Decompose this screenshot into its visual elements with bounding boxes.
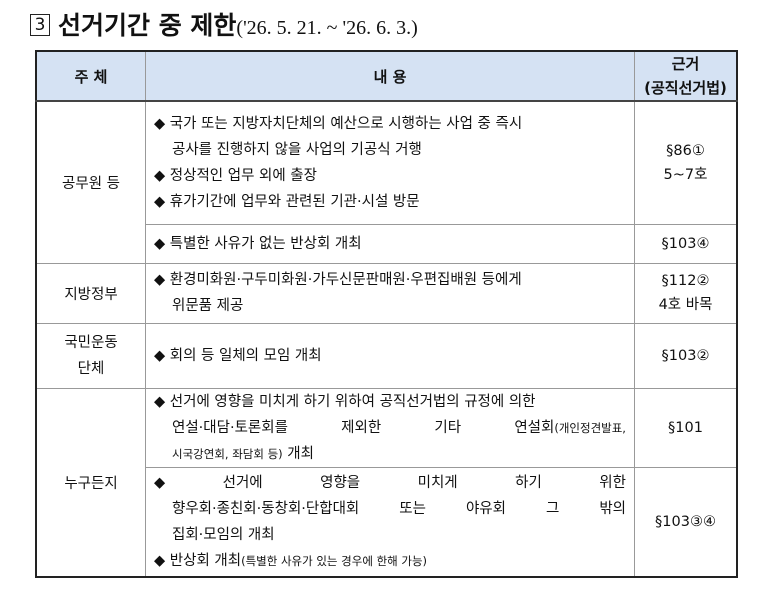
header-basis-line2: (공직선거법) xyxy=(644,79,727,97)
list-item: 집회·모임의 개최 xyxy=(172,526,275,543)
word: 연설회 xyxy=(514,419,555,436)
list-item: ◆ 국가 또는 지방자치단체의 예산으로 시행하는 사업 중 즉시 xyxy=(154,115,523,132)
basis-cell: §103③④ xyxy=(634,466,738,578)
content-cell: ◆ 선거에 영향을 미치게 하기 위하여 공직선거법의 규정에 의한 연설·대담… xyxy=(145,387,635,468)
word: 영향을 xyxy=(320,474,361,491)
basis-line: 5~7호 xyxy=(663,166,708,183)
basis-line: §86① xyxy=(666,142,705,159)
list-item: 시국강연회, 좌담회 등) 개최 xyxy=(154,441,626,467)
word: 개최 xyxy=(282,445,314,462)
section-number: 3 xyxy=(30,14,50,36)
basis-cell: §103② xyxy=(634,322,738,389)
word: 밖의 xyxy=(599,500,626,517)
list-item: 연설·대담·토론회를 제외한 기타 연설회(개인정견발표, xyxy=(154,415,626,441)
list-item: 향우회·종친회·동창회·단합대회 또는 야유회 그 밖의 xyxy=(154,496,626,522)
header-subject: 주 체 xyxy=(35,50,146,102)
word: 향우회·종친회·동창회·단합대회 xyxy=(172,500,360,517)
basis-cell: §101 xyxy=(634,387,738,468)
note: (특별한 사유가 있는 경우에 한해 가능) xyxy=(241,553,428,568)
content-cell: ◆ 환경미화원·구두미화원·가두신문판매원·우편집배원 등에게 위문품 제공 xyxy=(145,262,635,324)
list-item: ◆ 환경미화원·구두미화원·가두신문판매원·우편집배원 등에게 xyxy=(154,272,522,288)
list-item: ◆ 선거에 영향을 미치게 하기 위하여 공직선거법의 규정에 의한 xyxy=(154,393,536,410)
header-basis: 근거 (공직선거법) xyxy=(634,50,738,102)
list-item: ◆ 선거에 영향을 미치게 하기 위한 xyxy=(154,470,626,496)
word: 연설·대담·토론회를 xyxy=(172,419,288,436)
word: 또는 xyxy=(399,500,426,517)
content-cell: ◆ 선거에 영향을 미치게 하기 위한 향우회·종친회·동창회·단합대회 또는 야유회 그 밖의 … xyxy=(145,466,635,578)
table-row: 공무원 등 ◆ 국가 또는 지방자치단체의 예산으로 시행하는 사업 중 즉시 … xyxy=(35,100,738,264)
header-row: 주 체 내 용 근거 (공직선거법) xyxy=(35,50,738,102)
subject-cell: 공무원 등 xyxy=(35,100,146,264)
list-item: 공사를 진행하지 않을 사업의 기공식 거행 xyxy=(172,141,422,158)
word: 선거에 xyxy=(222,474,263,491)
note: 시국강연회, 좌담회 등) xyxy=(172,446,283,461)
restrictions-table: 주 체 내 용 근거 (공직선거법) 공무원 등 ◆ 국가 또는 지방자치단체의 … xyxy=(35,50,738,578)
subject-line: 국민운동 xyxy=(64,334,118,351)
list-item: 위문품 제공 xyxy=(172,298,244,314)
word: 하기 xyxy=(515,474,542,491)
header-basis-line1: 근거 xyxy=(671,55,700,73)
content-cell: ◆ 특별한 사유가 없는 반상회 개최 xyxy=(145,223,635,264)
word: ◆ xyxy=(154,474,166,491)
basis-line: §112② xyxy=(661,273,710,289)
subject-cell: 누구든지 xyxy=(35,387,146,578)
basis-line: 4호 바목 xyxy=(658,297,713,313)
basis-cell: §103④ xyxy=(634,223,738,264)
content-cell: ◆ 국가 또는 지방자치단체의 예산으로 시행하는 사업 중 즉시 공사를 진행… xyxy=(145,100,635,225)
note: (개인정견발표, xyxy=(554,420,626,435)
header-content: 내 용 xyxy=(145,50,635,102)
word: 기타 xyxy=(434,419,462,436)
table-row: ◆ 특별한 사유가 없는 반상회 개최 §103④ xyxy=(36,223,738,264)
word: 위한 xyxy=(599,474,626,491)
title-text: 선거기간 중 제한 xyxy=(58,11,237,40)
table-row: ◆ 선거에 영향을 미치게 하기 위한 향우회·종친회·동창회·단합대회 또는 야유회 그 밖의 … xyxy=(36,466,738,578)
subject-cell: 지방정부 xyxy=(35,262,146,324)
content-cell: ◆ 회의 등 일체의 모임 개최 xyxy=(145,322,635,389)
word: ◆ 반상회 개최 xyxy=(154,552,242,569)
basis-cell: §112② 4호 바목 xyxy=(634,262,738,324)
table-row: 지방정부 ◆ 환경미화원·구두미화원·가두신문판매원·우편집배원 등에게 위문품… xyxy=(35,262,738,324)
list-item: ◆ 휴가기간에 업무와 관련된 기관·시설 방문 xyxy=(154,193,420,210)
list-item: ◆ 회의 등 일체의 모임 개최 xyxy=(154,347,322,364)
list-item: ◆ 반상회 개최(특별한 사유가 있는 경우에 한해 가능) xyxy=(154,548,626,574)
section-title: 3 선거기간 중 제한('26. 5. 21. ~ '26. 6. 3.) xyxy=(30,6,418,42)
list-item: ◆ 정상적인 업무 외에 출장 xyxy=(154,167,317,184)
word: 야유회 xyxy=(465,500,506,517)
table-row: 누구든지 ◆ 선거에 영향을 미치게 하기 위하여 공직선거법의 규정에 의한 … xyxy=(35,387,738,578)
subject-line: 단체 xyxy=(77,360,105,377)
word: 연설회(개인정견발표, xyxy=(514,415,626,441)
list-item: ◆ 특별한 사유가 없는 반상회 개최 xyxy=(154,235,362,252)
title-period: ('26. 5. 21. ~ '26. 6. 3.) xyxy=(236,17,418,39)
basis-cell: §86① 5~7호 xyxy=(634,100,738,225)
word: 제외한 xyxy=(341,419,382,436)
word: 그 xyxy=(545,500,560,517)
word: 미치게 xyxy=(417,474,458,491)
